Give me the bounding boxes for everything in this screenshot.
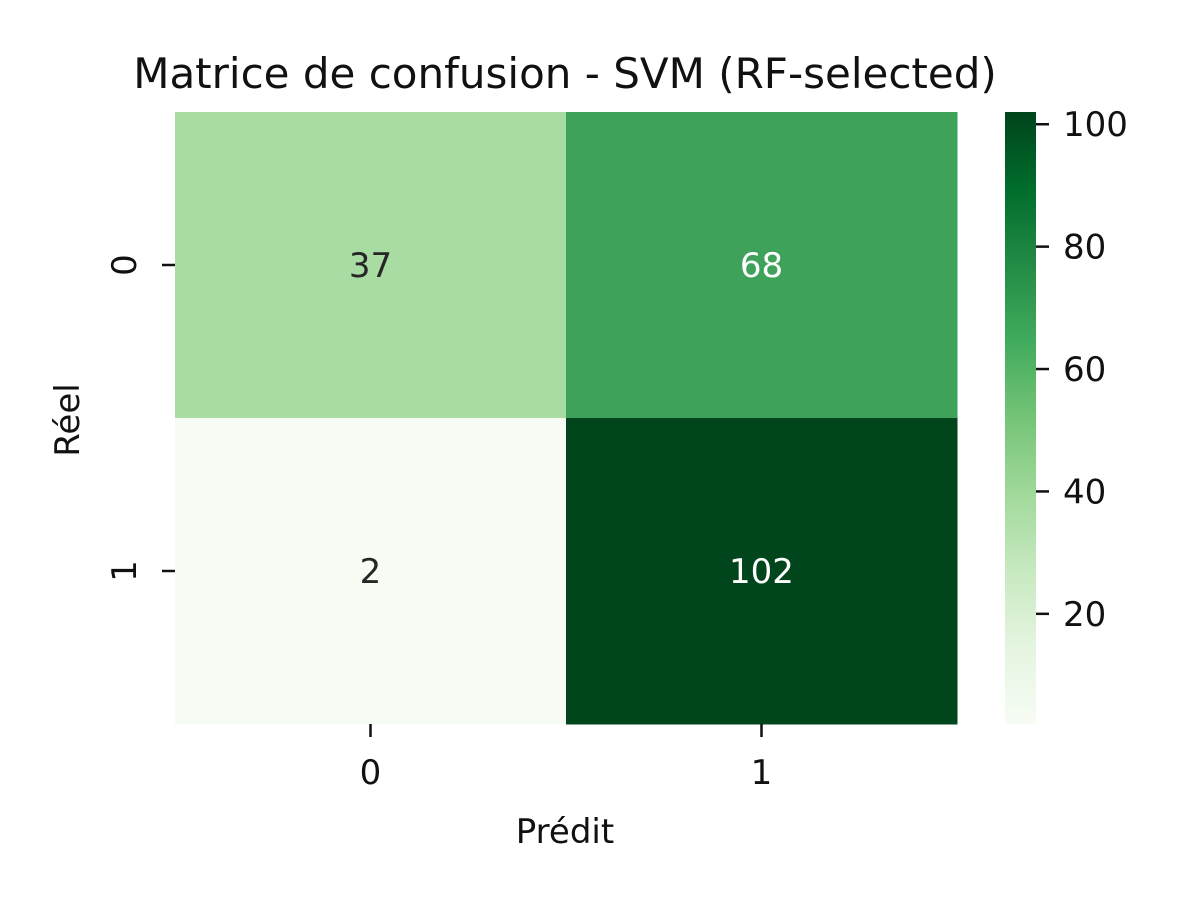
y-tick-label: 0 bbox=[105, 254, 145, 276]
heatmap-cell-r1-c1 bbox=[566, 418, 958, 725]
colorbar bbox=[1005, 112, 1036, 724]
heatmap-cell-r0-c1 bbox=[566, 112, 958, 419]
heatmap-cell-r0-c0 bbox=[175, 112, 567, 419]
chart-title: Matrice de confusion - SVM (RF-selected) bbox=[133, 49, 997, 98]
heatmap-cells bbox=[175, 112, 958, 725]
y-tick-label: 1 bbox=[105, 560, 145, 582]
heatmap-cell-labels: 37 68 2 102 bbox=[349, 246, 794, 592]
colorbar-ticks: 20 40 60 80 100 bbox=[1036, 105, 1128, 635]
cell-value-label: 102 bbox=[729, 552, 794, 592]
cell-value-label: 2 bbox=[360, 552, 382, 592]
colorbar-tick-label: 20 bbox=[1063, 595, 1106, 635]
colorbar-tick-label: 80 bbox=[1063, 228, 1106, 268]
y-axis-label: Réel bbox=[48, 383, 88, 456]
x-tick-label: 0 bbox=[360, 753, 382, 793]
heatmap-cell-r1-c0 bbox=[175, 418, 567, 725]
cell-value-label: 37 bbox=[349, 246, 392, 286]
colorbar-tick-label: 60 bbox=[1063, 350, 1106, 390]
cell-value-label: 68 bbox=[740, 246, 783, 286]
colorbar-tick-label: 100 bbox=[1063, 105, 1128, 145]
x-tick-label: 1 bbox=[751, 753, 773, 793]
colorbar-tick-label: 40 bbox=[1063, 472, 1106, 512]
y-axis: 01 bbox=[105, 254, 175, 582]
x-axis-label: Prédit bbox=[516, 812, 614, 852]
